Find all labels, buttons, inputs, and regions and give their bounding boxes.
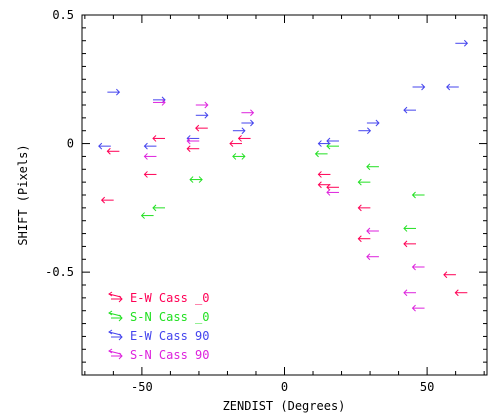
data-point (411, 304, 425, 312)
data-point (241, 109, 255, 117)
data-point (403, 240, 416, 248)
data-point (446, 83, 459, 91)
data-point (366, 227, 379, 235)
data-point (152, 135, 166, 142)
data-point (403, 225, 416, 232)
data-point (403, 106, 416, 114)
data-point (189, 176, 203, 183)
x-tick-label: 0 (281, 380, 288, 394)
y-axis-title: SHIFT (Pixels) (16, 144, 30, 245)
y-tick-label: 0.5 (52, 8, 74, 22)
data-point (455, 39, 469, 47)
data-point (186, 137, 200, 145)
data-point (411, 191, 425, 199)
data-point (232, 153, 246, 160)
series-4 (143, 99, 425, 312)
axis-ticks (82, 14, 487, 376)
x-axis-title: ZENDIST (Degrees) (223, 399, 346, 413)
data-point (412, 83, 426, 91)
x-tick-label: 50 (420, 380, 434, 394)
data-point (366, 163, 379, 171)
data-point (326, 183, 339, 191)
data-point (143, 142, 157, 150)
data-point (357, 204, 371, 212)
data-point (195, 111, 209, 119)
data-point (326, 142, 339, 150)
data-point (107, 88, 121, 96)
data-point (357, 178, 371, 186)
x-tick-label: -50 (131, 380, 153, 394)
data-point (326, 137, 339, 145)
data-point (106, 147, 120, 155)
data-point (195, 124, 208, 132)
data-point (237, 135, 251, 142)
data-point (229, 140, 243, 147)
data-point (411, 263, 425, 271)
data-point (358, 127, 372, 135)
data-point (366, 119, 380, 127)
data-point (143, 153, 157, 160)
data-point (326, 189, 339, 196)
data-point (100, 196, 114, 204)
data-point (317, 171, 331, 178)
legend-item: E-W Cass 90 (108, 329, 209, 343)
series-1 (100, 124, 468, 297)
legend-label: S-N Cass _0 (130, 310, 209, 324)
legend-label: E-W Cass 90 (130, 329, 209, 343)
tick-labels: -50 0 50 -0.5 0 0.5 (45, 8, 434, 394)
data-point (153, 99, 166, 106)
data-point (140, 212, 154, 219)
legend-item: E-W Cass _0 (108, 291, 209, 305)
series-2 (140, 142, 425, 232)
data-point (314, 150, 328, 158)
data-point (403, 289, 416, 297)
legend-item: S-N Cass _0 (108, 310, 209, 324)
data-point (317, 181, 331, 189)
series-3 (98, 39, 469, 150)
data-point (443, 271, 456, 279)
y-tick-label: 0 (67, 137, 74, 151)
data-point (232, 127, 246, 135)
data-point (195, 101, 209, 109)
data-point (317, 140, 331, 147)
data-point (98, 142, 111, 150)
data-point (454, 289, 468, 297)
legend: E-W Cass _0 S-N Cass _0 E-W Cass 90 S-N Cas… (108, 291, 209, 362)
legend-label: S-N Cass 90 (130, 348, 209, 362)
y-tick-label: -0.5 (45, 265, 74, 279)
data-marks (98, 39, 469, 312)
data-point (186, 145, 200, 153)
data-point (241, 119, 255, 127)
legend-label: E-W Cass _0 (130, 291, 209, 305)
data-point (366, 253, 379, 261)
data-point (152, 204, 166, 212)
data-point (143, 171, 157, 178)
data-point (357, 235, 371, 243)
legend-item: S-N Cass 90 (108, 348, 209, 362)
